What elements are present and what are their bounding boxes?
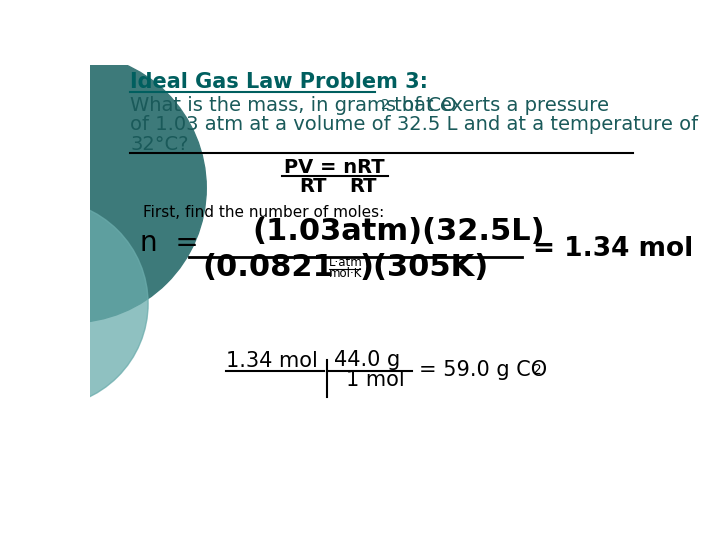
- Text: = 1.34 mol: = 1.34 mol: [534, 236, 693, 262]
- Text: 2: 2: [533, 362, 541, 376]
- Text: n  =: n =: [140, 229, 199, 257]
- Text: of 1.03 atm at a volume of 32.5 L and at a temperature of: of 1.03 atm at a volume of 32.5 L and at…: [130, 115, 698, 134]
- Text: )(305K): )(305K): [360, 253, 489, 282]
- Text: What is the mass, in grams of CO: What is the mass, in grams of CO: [130, 96, 456, 115]
- Text: 1.34 mol: 1.34 mol: [225, 352, 318, 372]
- Text: First, find the number of moles:: First, find the number of moles:: [143, 205, 384, 220]
- Text: (0.0821: (0.0821: [202, 253, 334, 282]
- Text: 2: 2: [381, 98, 390, 112]
- Text: (1.03atm)(32.5L): (1.03atm)(32.5L): [253, 218, 545, 246]
- Circle shape: [0, 200, 148, 408]
- Circle shape: [0, 53, 206, 323]
- Text: RT: RT: [350, 177, 377, 196]
- Text: mol·K: mol·K: [329, 267, 362, 280]
- Text: PV = nRT: PV = nRT: [284, 158, 384, 177]
- Text: that exerts a pressure: that exerts a pressure: [388, 96, 609, 115]
- Text: L·atm: L·atm: [329, 256, 362, 269]
- Text: 32°C?: 32°C?: [130, 134, 189, 153]
- Text: = 59.0 g CO: = 59.0 g CO: [419, 360, 547, 380]
- Text: 44.0 g: 44.0 g: [334, 350, 400, 370]
- Text: RT: RT: [300, 177, 327, 196]
- Text: Ideal Gas Law Problem 3:: Ideal Gas Law Problem 3:: [130, 72, 428, 92]
- Text: 1 mol: 1 mol: [346, 370, 405, 390]
